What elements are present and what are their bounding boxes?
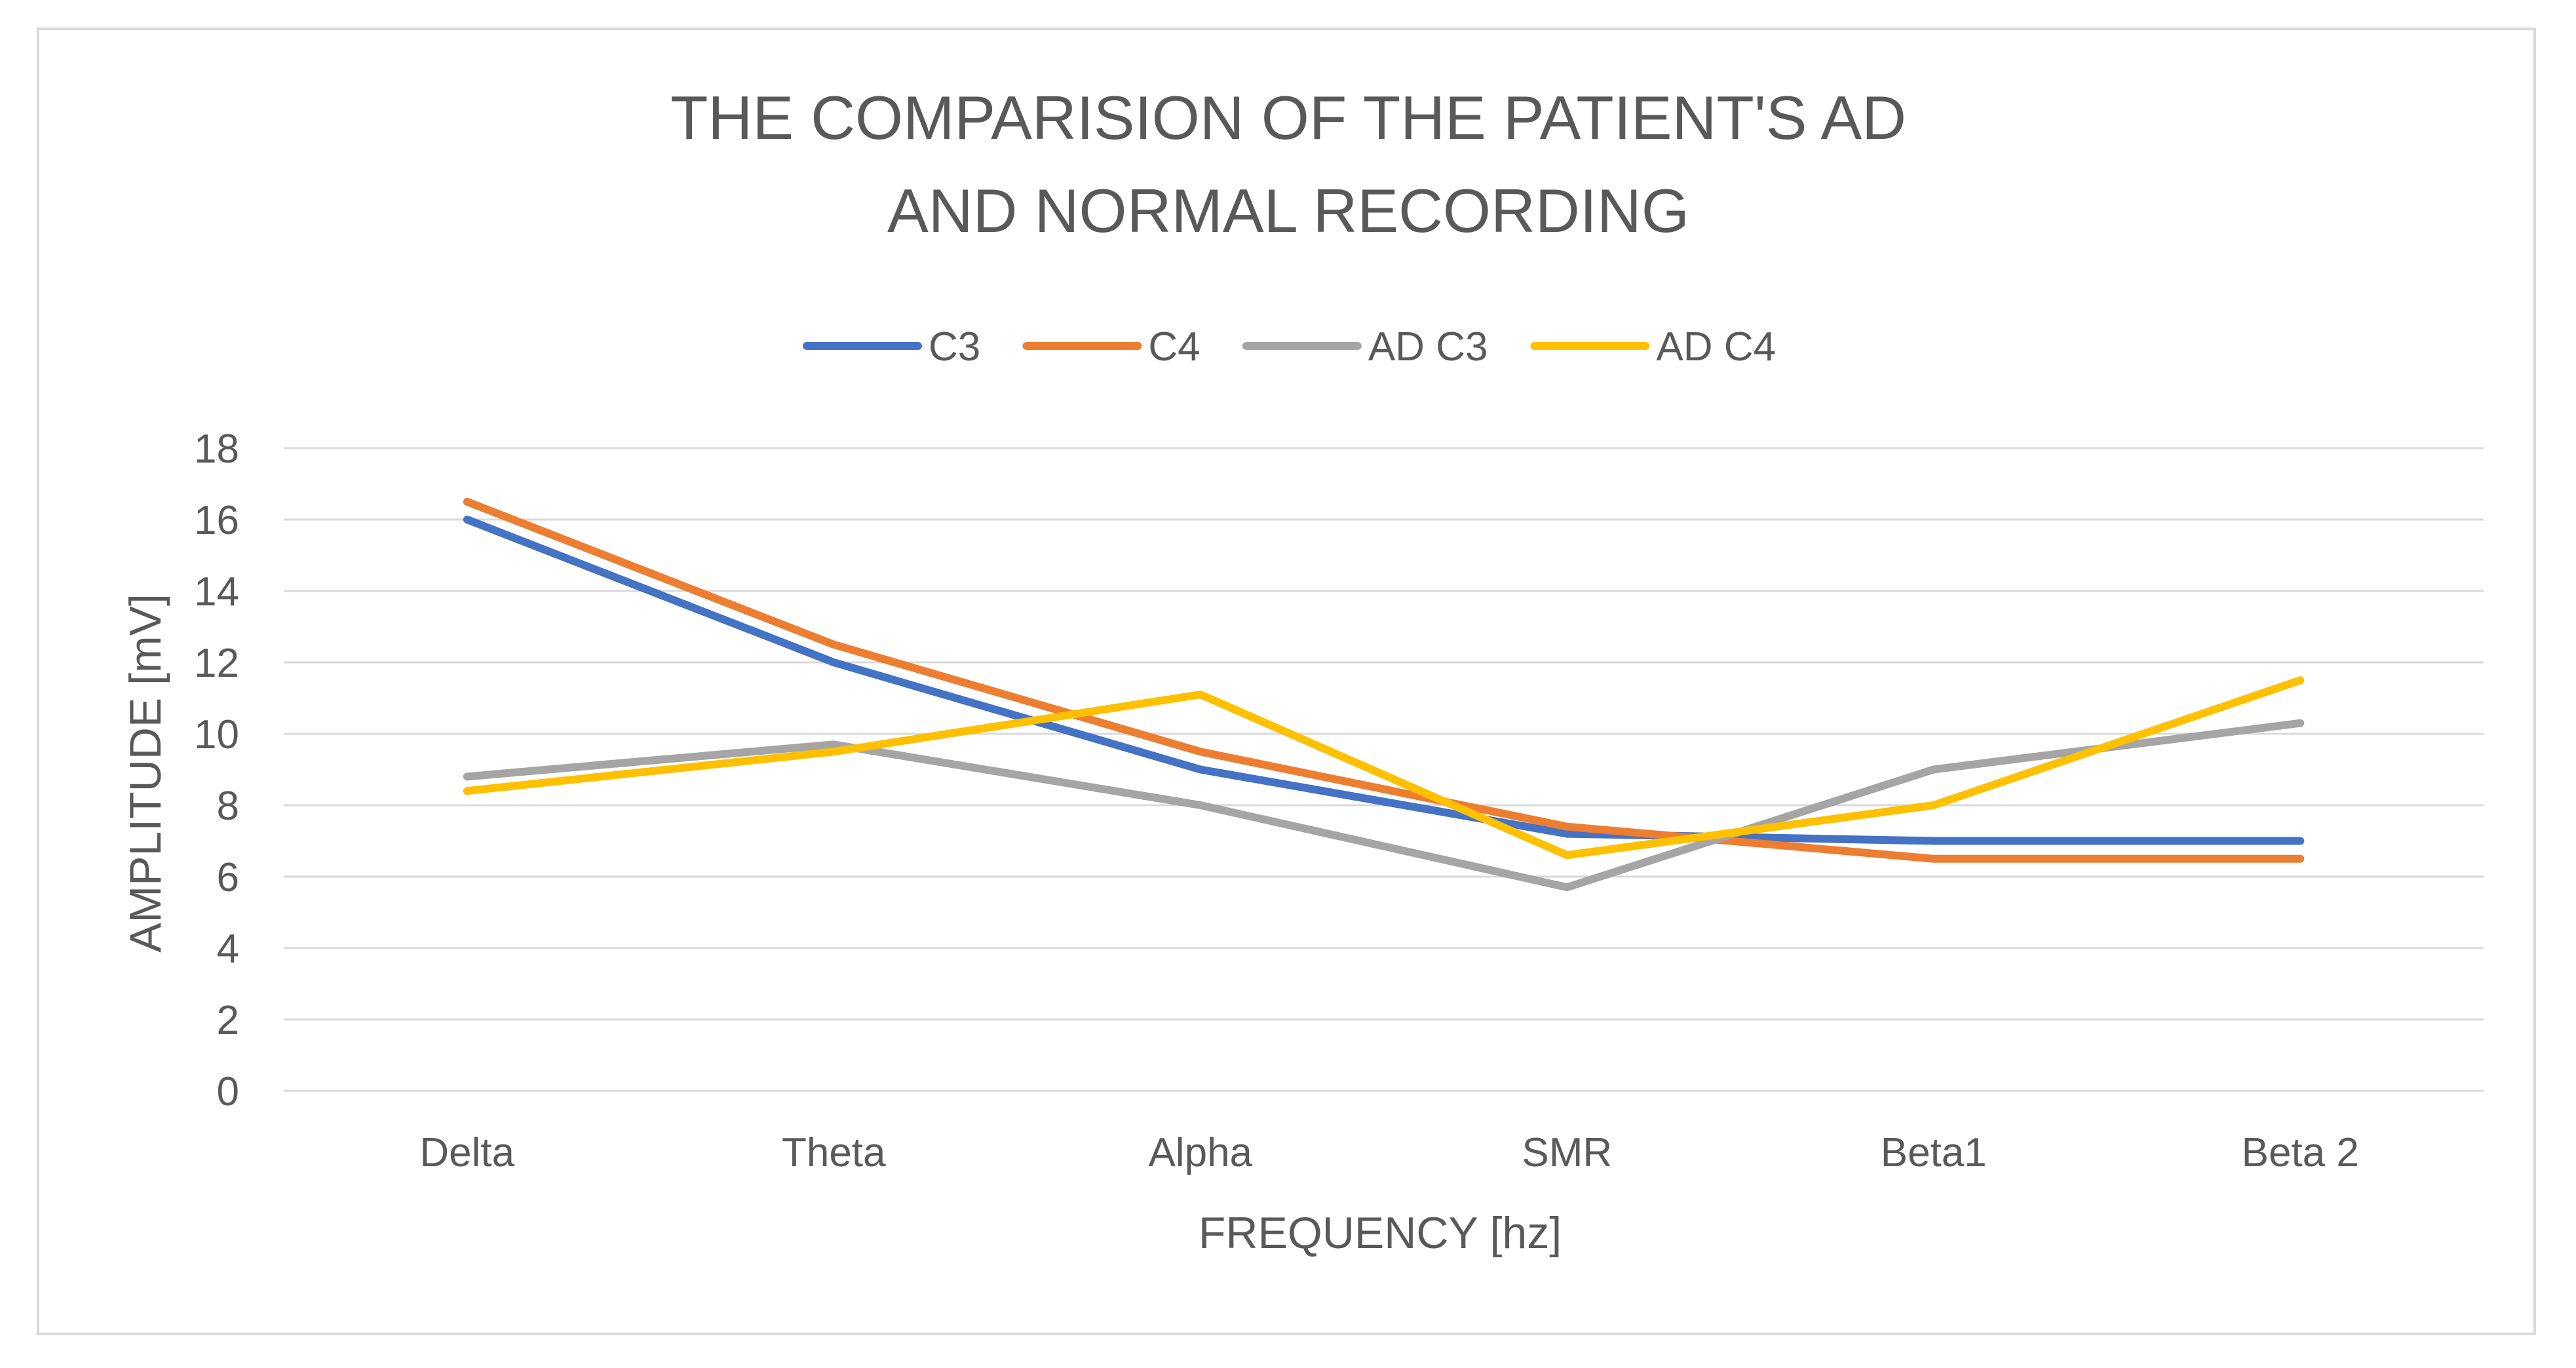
y-axis-label: AMPLITUDE [mV] [121,594,170,953]
y-tick-label-2: 2 [217,998,239,1043]
chart-frame [37,28,2536,1335]
y-tick-label-12: 12 [194,641,239,686]
y-tick-label-14: 14 [194,569,239,615]
x-tick-label-beta1: Beta1 [1881,1130,1987,1175]
legend-label-ad-c4: AD C4 [1656,324,1776,370]
x-tick-label-beta-2: Beta 2 [2242,1130,2359,1175]
y-tick-label-6: 6 [217,855,239,900]
y-axis-ticks: 0 2 4 6 8 10 12 14 16 18 [194,427,239,1114]
series-line-ad-c4 [463,676,2305,860]
x-axis-label: FREQUENCY [hz] [1199,1208,1562,1258]
series-line-ad-c3 [463,719,2305,892]
y-tick-label-8: 8 [217,784,239,829]
legend-label-c3: C3 [929,324,980,370]
x-axis-ticks: Delta Theta Alpha SMR Beta1 Beta 2 [419,1130,2359,1175]
series-line-c3 [463,516,2305,845]
chart-legend: C3 C4 AD C3 AD C4 [802,324,1776,370]
y-tick-label-4: 4 [217,926,239,972]
y-tick-label-16: 16 [194,498,239,543]
x-tick-label-delta: Delta [419,1130,514,1175]
chart-title-line-1: THE COMPARISION OF THE PATIENT'S AD [670,83,1906,152]
y-tick-label-18: 18 [194,427,239,472]
y-tick-label-0: 0 [217,1069,239,1114]
series-line-c4 [463,497,2305,863]
chart-title-line-2: AND NORMAL RECORDING [887,176,1689,245]
legend-label-ad-c3: AD C3 [1368,324,1488,370]
x-tick-label-smr: SMR [1522,1130,1612,1175]
x-tick-label-alpha: Alpha [1148,1130,1252,1175]
x-tick-label-theta: Theta [782,1130,886,1175]
legend-label-c4: C4 [1148,324,1200,370]
gridlines [284,447,2484,1092]
y-tick-label-10: 10 [194,712,239,757]
series-lines [463,497,2305,892]
